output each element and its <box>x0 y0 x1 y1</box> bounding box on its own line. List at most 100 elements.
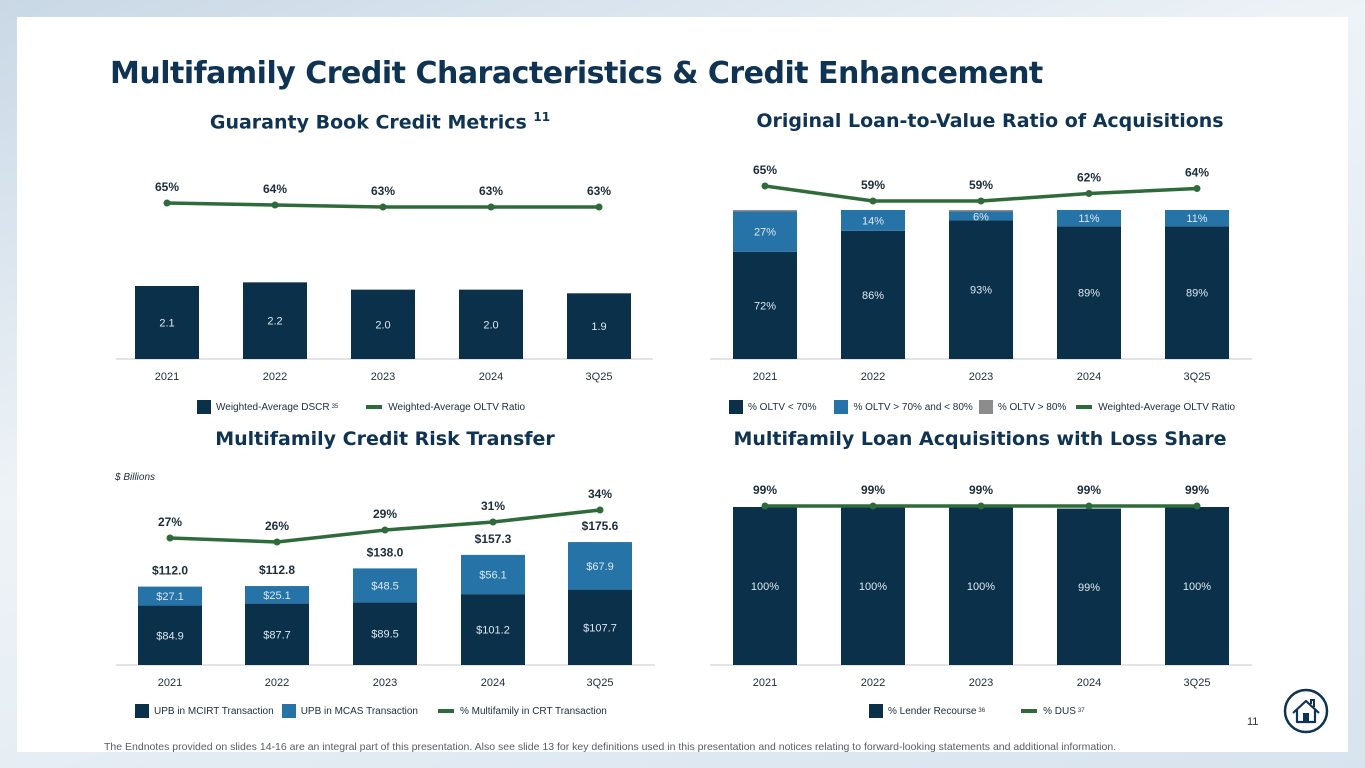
line-value-label: 63% <box>371 184 395 198</box>
legend-item-dus: % DUS 37 <box>1021 706 1085 717</box>
x-tick-label: 2021 <box>158 677 182 689</box>
line-point <box>1085 190 1093 197</box>
bar-segment <box>1165 226 1229 359</box>
bar-value-label: 2.1 <box>159 318 174 330</box>
x-tick-label: 2022 <box>263 371 287 383</box>
x-tick-label: 2021 <box>753 677 777 689</box>
line-point <box>489 518 497 526</box>
legend-swatch <box>978 400 993 414</box>
unit-note: $ Billions <box>115 472 156 483</box>
crt-panel-title: Multifamily Credit Risk Transfer <box>215 428 555 450</box>
legend-item-mcas: UPB in MCAS Transaction <box>281 704 418 718</box>
legend-line <box>366 405 383 409</box>
bar-value-label: $87.7 <box>263 629 291 641</box>
line-point <box>595 203 603 211</box>
x-tick-label: 3Q25 <box>1184 371 1211 383</box>
legend-label: UPB in MCAS Transaction <box>300 705 418 717</box>
line-value-label: 99% <box>861 483 885 497</box>
legend-note: 37 <box>1077 708 1085 714</box>
x-tick-label: 2023 <box>371 371 395 383</box>
bar-segment <box>461 594 525 665</box>
x-tick-label: 2021 <box>753 371 777 383</box>
legend-label: % OLTV > 70% and < 80% <box>853 401 973 413</box>
legend-label: % OLTV < 70% <box>748 401 817 413</box>
guaranty-title-note: 11 <box>533 110 551 124</box>
legend-item-oltv: Weighted-Average OLTV Ratio <box>366 402 525 413</box>
x-tick-label: 2024 <box>1077 677 1101 689</box>
legend-note: 35 <box>331 404 339 410</box>
line-value-label: 65% <box>753 163 777 177</box>
legend-label: Weighted-Average OLTV Ratio <box>1098 401 1236 413</box>
bar-value-label: 72% <box>754 300 776 312</box>
bar-segment <box>351 289 415 359</box>
bar-segment <box>949 507 1013 665</box>
guaranty-title-text: Guaranty Book Credit Metrics <box>209 111 527 134</box>
bar-segment <box>353 602 417 665</box>
bar-segment <box>1057 210 1121 227</box>
line-value-label: 59% <box>861 178 885 192</box>
bar-value-label: 86% <box>862 290 884 302</box>
bar-segment <box>1057 508 1121 665</box>
bar-value-label: $67.9 <box>586 561 614 573</box>
bar-total-label: $112.8 <box>259 563 295 577</box>
legend-item-lender-recourse: % Lender Recourse 36 <box>869 704 985 718</box>
line-point <box>1193 502 1201 510</box>
x-tick-label: 2023 <box>373 677 397 689</box>
legend-swatch <box>135 704 149 718</box>
bar-value-label: 2.0 <box>375 319 390 331</box>
line-point <box>977 197 985 205</box>
bar-value-label: 6% <box>973 211 989 223</box>
line-point <box>869 197 877 205</box>
bar-segment <box>568 542 632 590</box>
line-value-label: 27% <box>158 515 182 529</box>
x-tick-label: 2023 <box>969 677 993 689</box>
line-value-label: 59% <box>969 178 993 192</box>
bar-value-label: $107.7 <box>583 622 617 634</box>
line-value-label: 99% <box>1185 483 1209 497</box>
bar-segment <box>245 603 309 665</box>
legend-line <box>1021 709 1038 713</box>
bar-total-label: $138.0 <box>367 545 404 559</box>
bar-value-label: 100% <box>751 581 779 593</box>
legend-swatch <box>197 400 211 414</box>
x-tick-label: 3Q25 <box>1184 677 1211 689</box>
bar-value-label: 93% <box>970 285 992 297</box>
legend-label: % Lender Recourse <box>888 705 977 717</box>
line-value-label: 99% <box>753 483 777 497</box>
bar-value-label: 100% <box>1183 581 1211 593</box>
line-value-label: 29% <box>373 507 397 521</box>
x-tick-label: 3Q25 <box>586 371 613 383</box>
x-tick-label: 2024 <box>1077 371 1101 383</box>
bar-segment <box>568 589 632 665</box>
line-value-label: 64% <box>263 182 287 196</box>
bar-segment <box>733 210 797 212</box>
slide-canvas <box>17 17 1348 752</box>
x-tick-label: 2024 <box>481 677 505 689</box>
bar-value-label: 99% <box>1078 582 1100 594</box>
loss-share-legend: % Lender Recourse 36 % DUS 37 <box>869 704 1091 718</box>
loss-share-panel-title: Multifamily Loan Acquisitions with Loss … <box>733 428 1227 450</box>
bar-segment <box>733 251 797 359</box>
bar-value-label: $48.5 <box>371 580 399 592</box>
line-point <box>869 502 877 510</box>
bar-value-label: 27% <box>754 227 776 239</box>
bar-segment <box>243 282 307 359</box>
legend-swatch <box>834 400 849 414</box>
page-number: 11 <box>1247 716 1259 728</box>
bar-total-label: $175.6 <box>582 519 619 533</box>
bar-value-label: 2.2 <box>267 316 282 328</box>
line-value-label: 99% <box>969 483 993 497</box>
legend-item-oltv-70-80: % OLTV > 70% and < 80% <box>834 400 973 414</box>
oltv-legend: % OLTV < 70% % OLTV > 70% and < 80% % OL… <box>729 400 1241 414</box>
bar-segment <box>841 210 905 231</box>
page-title: Multifamily Credit Characteristics & Cre… <box>110 56 1043 91</box>
legend-line <box>1076 405 1093 409</box>
bar-value-label: $25.1 <box>263 590 291 602</box>
line-value-label: 62% <box>1077 171 1101 185</box>
legend-item-oltv-gt80: % OLTV > 80% <box>978 400 1066 414</box>
x-tick-label: 2022 <box>265 677 289 689</box>
line-point <box>379 203 387 211</box>
bar-value-label: 100% <box>967 581 995 593</box>
line-point <box>273 538 281 546</box>
